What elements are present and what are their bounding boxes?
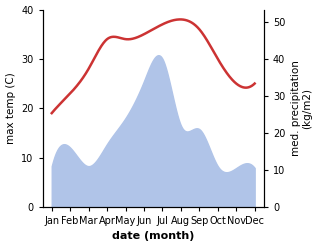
- Y-axis label: max temp (C): max temp (C): [5, 72, 16, 144]
- Y-axis label: med. precipitation
(kg/m2): med. precipitation (kg/m2): [291, 60, 313, 156]
- X-axis label: date (month): date (month): [112, 231, 194, 242]
